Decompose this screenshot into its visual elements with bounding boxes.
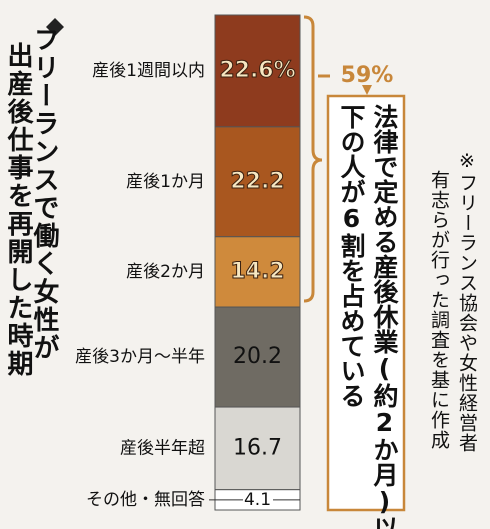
category-label: 産後1週間以内 [92, 61, 205, 81]
value-label: 22.6% [219, 58, 295, 83]
annotation-box [326, 94, 406, 512]
value-label: 20.2 [233, 344, 282, 369]
value-label: 4.1 [244, 490, 271, 510]
annotation-line: 法律で定める産後休業(約2か月)以 [370, 104, 399, 529]
title-line: 出産後仕事を再開した時期 [3, 42, 33, 378]
bar-segment [214, 126, 301, 238]
value-label: 16.7 [233, 435, 282, 460]
note-line: ※フリーランス協会や女性経営者 [456, 150, 478, 453]
bracket-label: 59% [341, 63, 394, 88]
bracket [303, 15, 323, 303]
category-label: 産後1か月 [126, 172, 205, 192]
bar-segment [214, 236, 301, 308]
bar-segment [214, 406, 301, 491]
note-line: 有志らが行った調査を基に作成 [428, 170, 450, 450]
bar-segment [214, 14, 301, 128]
arrow-head [362, 85, 372, 95]
bar-segment [214, 306, 301, 408]
title-line: フリーランスで働く女性が [29, 26, 59, 362]
value-label: 22.2 [230, 169, 284, 194]
annotation-line: 下の人が6割を占めている [337, 104, 366, 408]
value-label: 14.2 [230, 259, 284, 284]
category-label: 産後3か月〜半年 [75, 347, 205, 367]
category-label: 産後2か月 [126, 262, 205, 282]
title-icon [46, 18, 64, 36]
category-label: その他・無回答 [86, 490, 205, 510]
category-label: 産後半年超 [120, 438, 205, 458]
